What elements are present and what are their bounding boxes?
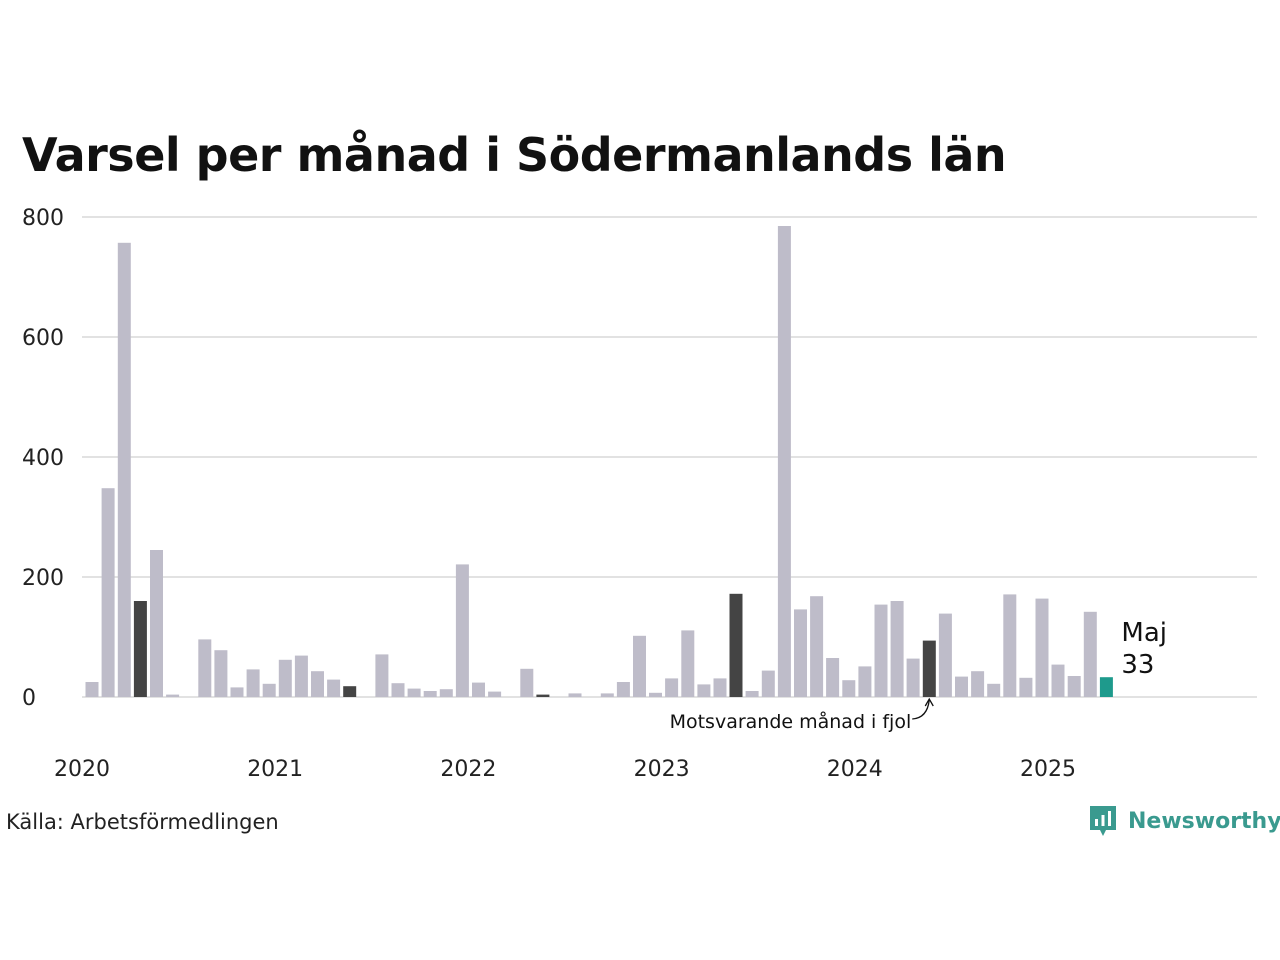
bar	[407, 688, 421, 697]
bar	[842, 680, 856, 697]
bar	[633, 635, 646, 697]
bar	[150, 550, 163, 697]
x-tick-label: 2023	[634, 757, 690, 782]
bar	[1019, 677, 1033, 697]
bar-highlight	[729, 593, 743, 697]
bar	[745, 691, 759, 697]
bar	[826, 658, 840, 697]
bar	[987, 683, 1001, 697]
bar	[955, 676, 968, 697]
y-axis-ticks: 0 200 400 600 800	[22, 206, 64, 711]
y-tick-label: 0	[22, 686, 36, 711]
bar-highlight	[133, 601, 147, 697]
annotation-arrowhead	[924, 697, 934, 707]
bar	[971, 671, 985, 697]
bar	[1051, 664, 1065, 697]
bar-chart: 0 200 400 600 800 2020 2021 2022 2023 2024 2025 M…	[22, 206, 1257, 782]
bar	[713, 678, 727, 697]
bar	[681, 630, 695, 697]
bar	[600, 693, 614, 697]
y-tick-label: 400	[22, 446, 64, 471]
x-tick-label: 2021	[247, 757, 303, 782]
bars	[85, 226, 1113, 698]
x-tick-label: 2024	[827, 757, 883, 782]
x-tick-label: 2022	[440, 757, 496, 782]
bar-highlight	[536, 694, 550, 697]
bar	[439, 689, 453, 697]
grid-lines	[82, 216, 1257, 698]
bar	[214, 650, 228, 697]
bar	[423, 691, 437, 697]
bar	[665, 678, 679, 697]
bar	[906, 658, 920, 697]
source-note: Källa: Arbetsförmedlingen	[6, 810, 279, 834]
y-tick-label: 800	[22, 206, 64, 231]
y-tick-label: 600	[22, 326, 64, 351]
bar	[568, 693, 582, 697]
bar	[649, 692, 662, 697]
bar	[278, 659, 292, 697]
bar	[810, 596, 824, 697]
bar	[858, 666, 872, 697]
bar	[1035, 598, 1049, 697]
current-month-label: Maj	[1121, 618, 1167, 648]
bar	[1067, 676, 1081, 697]
chart-title: Varsel per månad i Södermanlands län	[22, 128, 1007, 182]
bar-highlight	[922, 640, 936, 697]
newsworthy-logo-icon	[1090, 806, 1116, 836]
bar	[375, 654, 389, 697]
bar	[101, 488, 115, 697]
current-value-label: 33	[1121, 650, 1154, 680]
bar	[616, 682, 630, 697]
bar	[294, 655, 308, 697]
bar	[85, 682, 99, 697]
bar	[1003, 594, 1017, 697]
bar	[777, 226, 791, 697]
bar	[472, 682, 485, 697]
bar	[117, 242, 131, 698]
brand-name: Newsworthy	[1128, 808, 1280, 834]
bar	[488, 691, 502, 697]
bar	[1083, 611, 1097, 697]
bar	[890, 601, 904, 697]
bar	[520, 668, 534, 697]
bar	[697, 684, 711, 697]
bar	[166, 694, 180, 697]
y-tick-label: 200	[22, 566, 64, 591]
bar	[794, 609, 807, 697]
bar	[761, 670, 775, 697]
x-tick-label: 2025	[1020, 757, 1076, 782]
annotation-label: Motsvarande månad i fjol	[670, 710, 912, 733]
bar-highlight	[343, 686, 357, 697]
x-axis-ticks: 2020 2021 2022 2023 2024 2025	[54, 757, 1076, 782]
bar	[874, 604, 888, 697]
bar	[311, 671, 324, 697]
bar	[246, 669, 260, 697]
bar	[391, 683, 405, 697]
bar	[198, 639, 212, 697]
bar	[262, 683, 276, 697]
x-tick-label: 2020	[54, 757, 110, 782]
brand-logo: Newsworthy	[1088, 804, 1280, 838]
annotation-arrow	[912, 699, 930, 720]
bar	[455, 564, 469, 697]
bar	[938, 613, 952, 697]
bar	[327, 679, 341, 697]
bar-current	[1099, 677, 1113, 697]
bar	[230, 687, 244, 697]
